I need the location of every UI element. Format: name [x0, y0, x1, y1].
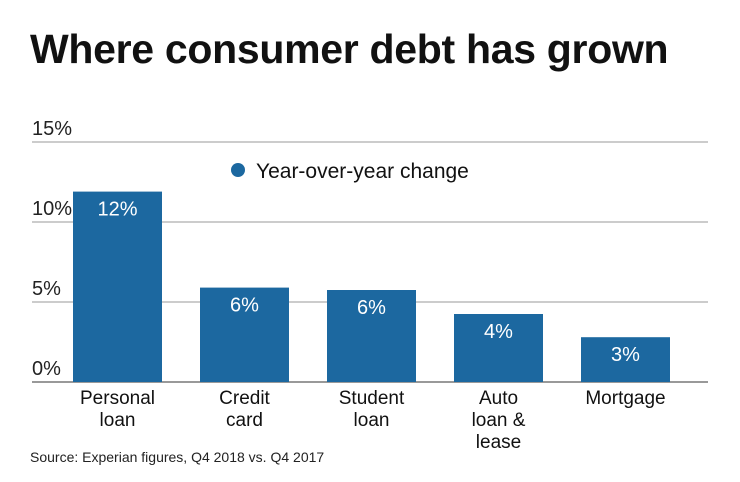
- x-tick-label: loan &: [472, 410, 526, 431]
- x-tick-label: lease: [476, 432, 521, 453]
- x-tick-label: Student: [339, 388, 405, 409]
- x-tick-label: card: [226, 410, 263, 431]
- y-tick-label: 5%: [32, 278, 61, 300]
- y-tick-label: 0%: [32, 358, 61, 380]
- bar: [454, 314, 543, 382]
- data-label: 6%: [357, 297, 386, 319]
- y-tick-label: 10%: [32, 198, 72, 220]
- y-tick-label: 15%: [32, 118, 72, 140]
- data-label: 3%: [611, 344, 640, 366]
- x-tick-label: Personal: [80, 388, 155, 409]
- legend-marker: [231, 163, 245, 177]
- x-tick-label: Mortgage: [585, 388, 665, 409]
- x-tick-label: loan: [354, 410, 390, 431]
- bar: [73, 191, 162, 382]
- data-label: 4%: [484, 321, 513, 343]
- bar: [200, 287, 289, 382]
- chart-title: Where consumer debt has grown: [30, 26, 669, 72]
- legend-label: Year-over-year change: [256, 160, 469, 183]
- x-tick-label: loan: [100, 410, 136, 431]
- x-tick-label: Auto: [479, 388, 518, 409]
- x-tick-label: Credit: [219, 388, 270, 409]
- source-note: Source: Experian figures, Q4 2018 vs. Q4…: [30, 449, 325, 465]
- data-label: 6%: [230, 295, 259, 317]
- data-label: 12%: [97, 199, 137, 221]
- bar: [581, 337, 670, 382]
- bar: [327, 290, 416, 382]
